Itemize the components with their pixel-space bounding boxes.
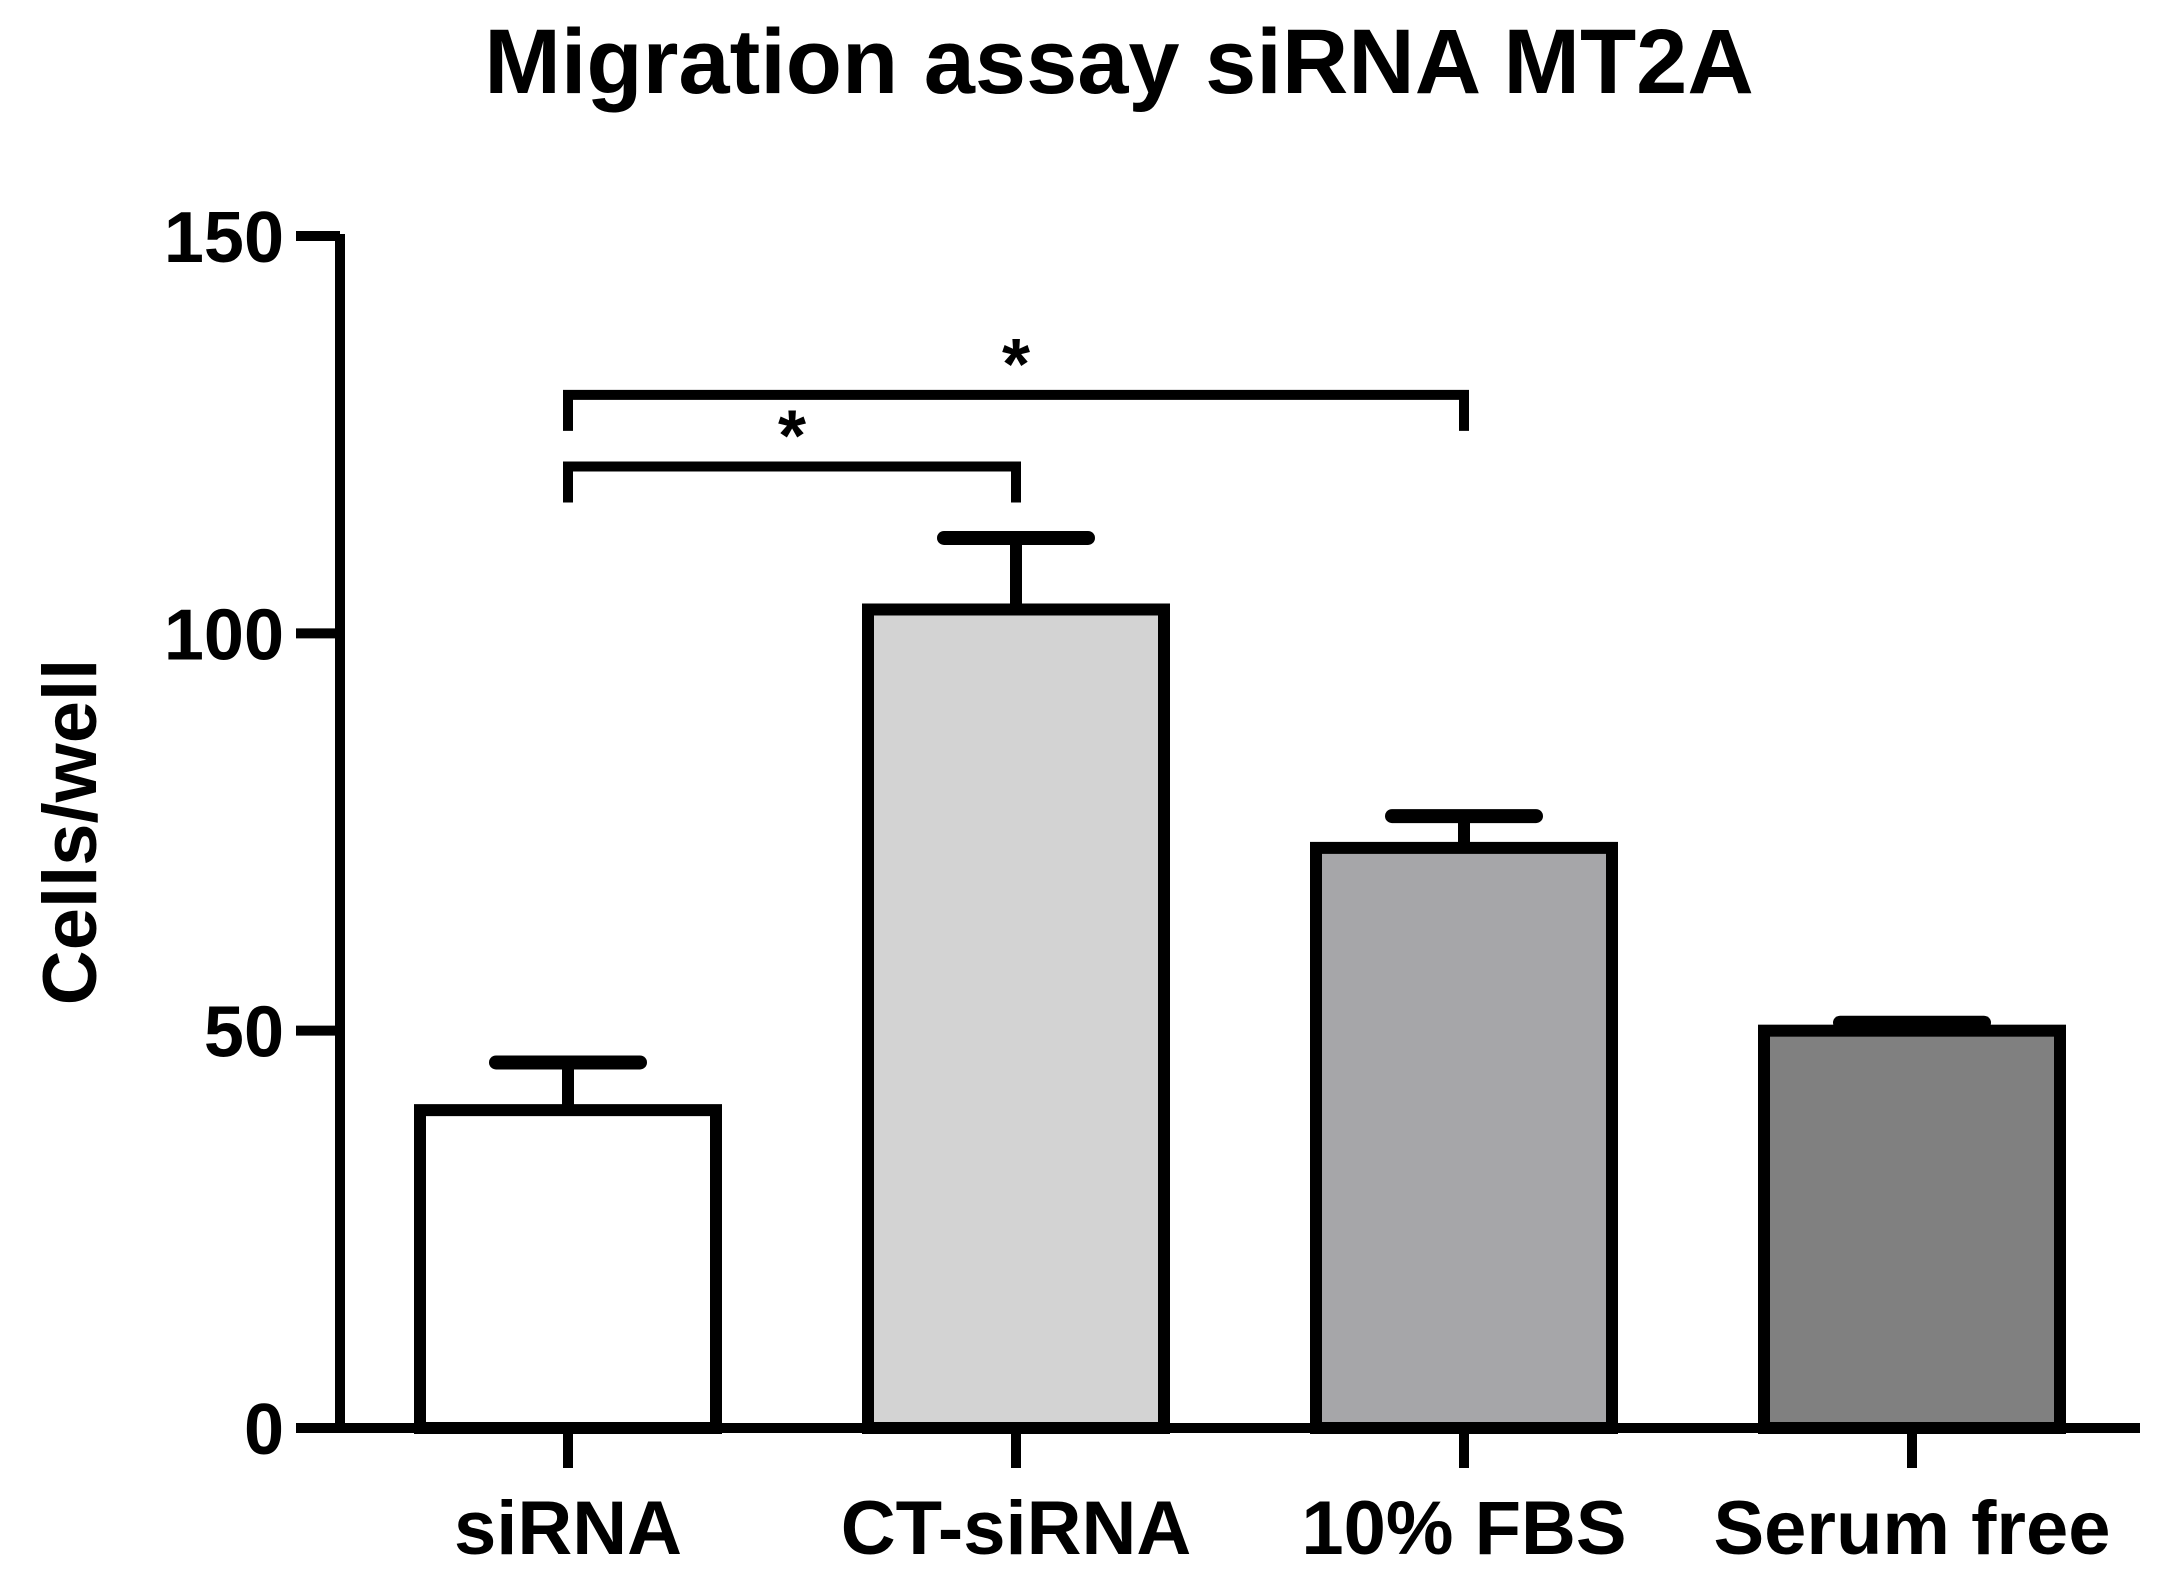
x-category-label: 10% FBS [1301, 1486, 1626, 1571]
error-bars [489, 530, 1991, 1111]
significance-star: * [1002, 325, 1030, 405]
bars [414, 603, 2066, 1434]
y-tick-label: 100 [164, 595, 284, 675]
y-axis-title: Cells/well [28, 659, 113, 1005]
x-category-label: CT-siRNA [841, 1486, 1191, 1571]
labels: 0 50 100 150 Cells/well siRNA CT-siRNA 10% FBS S… [28, 198, 2111, 1571]
significance-star: * [778, 396, 806, 476]
bar [862, 603, 1170, 1434]
y-tick-label: 0 [244, 1390, 284, 1470]
chart-title: Migration assay siRNA MT2A [484, 11, 1754, 113]
significance-brackets: ** [563, 325, 1469, 503]
significance-bracket [563, 389, 1469, 431]
bar [414, 1104, 722, 1434]
bar [1310, 841, 1618, 1434]
x-category-label: Serum free [1713, 1486, 2110, 1571]
y-tick-label: 50 [204, 993, 284, 1073]
bar [1758, 1024, 2066, 1434]
y-tick-label: 150 [164, 198, 284, 278]
significance-bracket [563, 461, 1021, 503]
x-category-label: siRNA [454, 1486, 682, 1571]
